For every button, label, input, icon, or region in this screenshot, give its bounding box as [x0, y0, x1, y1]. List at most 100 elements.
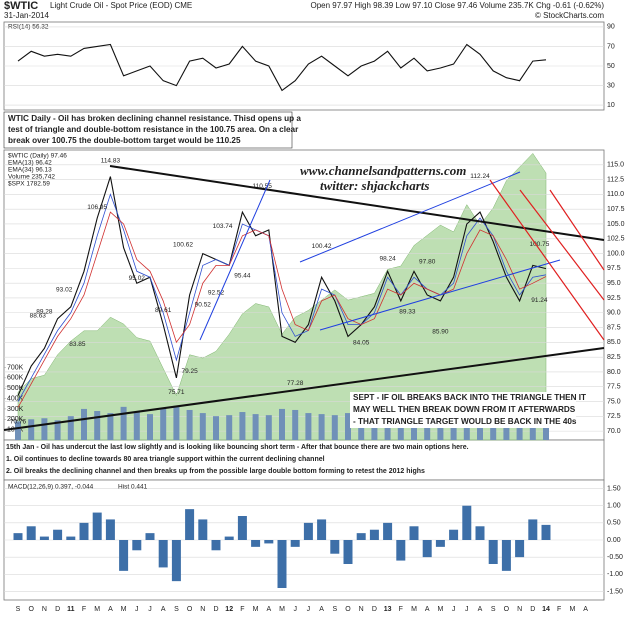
volume-bar: [67, 416, 74, 440]
legend-entry: EMA(34) 96.13: [8, 167, 52, 174]
volume-bar: [226, 415, 233, 440]
x-tick-label: J: [148, 606, 152, 613]
macd-bar: [13, 533, 23, 540]
volume-bar: [397, 416, 404, 440]
x-tick-label: S: [174, 606, 179, 613]
volume-bar: [239, 412, 246, 440]
price-label: 77.28: [287, 380, 304, 387]
macd-bar: [277, 540, 287, 588]
analysis-text: test of triangle and double-bottom resis…: [8, 125, 299, 134]
x-tick-label: D: [372, 606, 377, 613]
symbol: $WTIC: [4, 0, 38, 12]
macd-bar: [224, 536, 234, 540]
y-tick-label: 90: [607, 24, 615, 31]
volume-bar: [160, 407, 167, 440]
date: 31-Jan-2014: [4, 11, 49, 20]
x-tick-label: M: [411, 606, 417, 613]
x-tick-label: N: [200, 606, 205, 613]
hist-legend: Hist 0.441: [118, 484, 148, 491]
y-tick-label: 97.5: [607, 265, 621, 272]
analysis-box: [3, 111, 293, 149]
y-tick-label: 82.5: [607, 354, 621, 361]
price-label: 100.42: [312, 243, 332, 250]
volume-bar: [265, 415, 272, 440]
x-tick-label: F: [240, 606, 244, 613]
macd-bar: [264, 540, 274, 544]
macd-legend: MACD(12,26,9) 0.397, -0.044: [8, 484, 94, 491]
x-tick-label: F: [557, 606, 561, 613]
volume-bar: [424, 417, 431, 440]
macd-bar: [422, 540, 432, 558]
price-legend: $WTIC (Daily) 97.46 EMA(13) 96.42 EMA(34…: [8, 153, 67, 188]
macd-bar: [501, 540, 511, 571]
macd-bar: [185, 509, 195, 540]
y-tick-label: 50: [607, 63, 615, 70]
x-tick-label: O: [345, 606, 351, 613]
jan-text: 2. Oil breaks the declining channel and …: [6, 468, 425, 475]
volume-bar: [120, 406, 127, 440]
macd-bar: [105, 519, 115, 540]
volume-bar: [213, 416, 219, 440]
macd-bar: [330, 540, 340, 554]
macd-bar: [449, 529, 459, 540]
x-tick-label: D: [55, 606, 60, 613]
volume-bar: [28, 419, 35, 440]
macd-bar: [435, 540, 445, 547]
triangle-lines: [3, 165, 605, 431]
macd-bar: [53, 529, 63, 540]
macd-bar: [171, 540, 181, 582]
x-tick-label: M: [253, 606, 259, 613]
analysis-text: WTIC Daily - Oil has broken declining ch…: [8, 114, 301, 123]
annotations: WTIC Daily - Oil has broken declining ch…: [3, 111, 605, 475]
x-tick-label: J: [135, 606, 139, 613]
volume-bar: [279, 408, 285, 440]
y-tick-label: 700K: [7, 364, 24, 371]
y-tick-label: 70.0: [607, 428, 621, 435]
x-tick-label: M: [279, 606, 285, 613]
volume-bar: [345, 413, 351, 440]
macd-bar: [317, 519, 327, 540]
volume-bar: [133, 412, 140, 440]
macd-bar: [66, 536, 76, 540]
x-tick-label: J: [293, 606, 297, 613]
macd-bar: [198, 519, 208, 540]
x-tick-label: 11: [67, 606, 75, 613]
volume-bar: [107, 413, 114, 440]
price-label: 85.90: [432, 329, 449, 336]
x-tick-label: A: [478, 606, 483, 613]
price-label: 100.75: [529, 241, 549, 248]
volume-bar: [305, 413, 312, 440]
y-tick-label: 107.5: [607, 206, 625, 213]
volume-bar: [331, 415, 338, 440]
y-tick-label: 110.0: [607, 191, 624, 198]
x-tick-label: A: [161, 606, 166, 613]
x-tick-label: A: [266, 606, 271, 613]
volume-bar: [41, 418, 48, 440]
sept-text: MAY WELL THEN BREAK DOWN FROM IT AFTERWA…: [353, 405, 576, 414]
y-tick-label: 92.5: [607, 295, 621, 302]
macd-bar: [462, 505, 472, 540]
x-tick-label: 12: [225, 606, 233, 613]
x-tick-label: A: [108, 606, 113, 613]
y-tick-label: 600K: [7, 375, 24, 382]
y-tick-label: 77.5: [607, 384, 621, 391]
sept-text: SEPT - IF OIL BREAKS BACK INTO THE TRIAN…: [353, 393, 586, 402]
macd-bar: [119, 540, 129, 571]
analysis-text: break over 100.75 the double-bottom targ…: [8, 136, 241, 145]
price-label: 95.44: [234, 272, 251, 279]
price-label: 110.55: [252, 183, 272, 190]
macd-bar: [303, 522, 313, 540]
macd-bar: [383, 522, 393, 540]
volume-bar: [318, 414, 325, 440]
trendline: [319, 259, 561, 331]
price-label: 90.52: [195, 301, 212, 308]
x-tick-label: F: [399, 606, 403, 613]
volume-bar: [81, 408, 87, 440]
macd-bar: [132, 540, 142, 551]
price-label: 89.61: [155, 307, 172, 314]
site: www.channelsandpatterns.com: [300, 163, 466, 178]
y-tick-label: 500K: [7, 385, 24, 392]
ema-line: [17, 211, 547, 408]
volume-bar: [54, 420, 61, 440]
